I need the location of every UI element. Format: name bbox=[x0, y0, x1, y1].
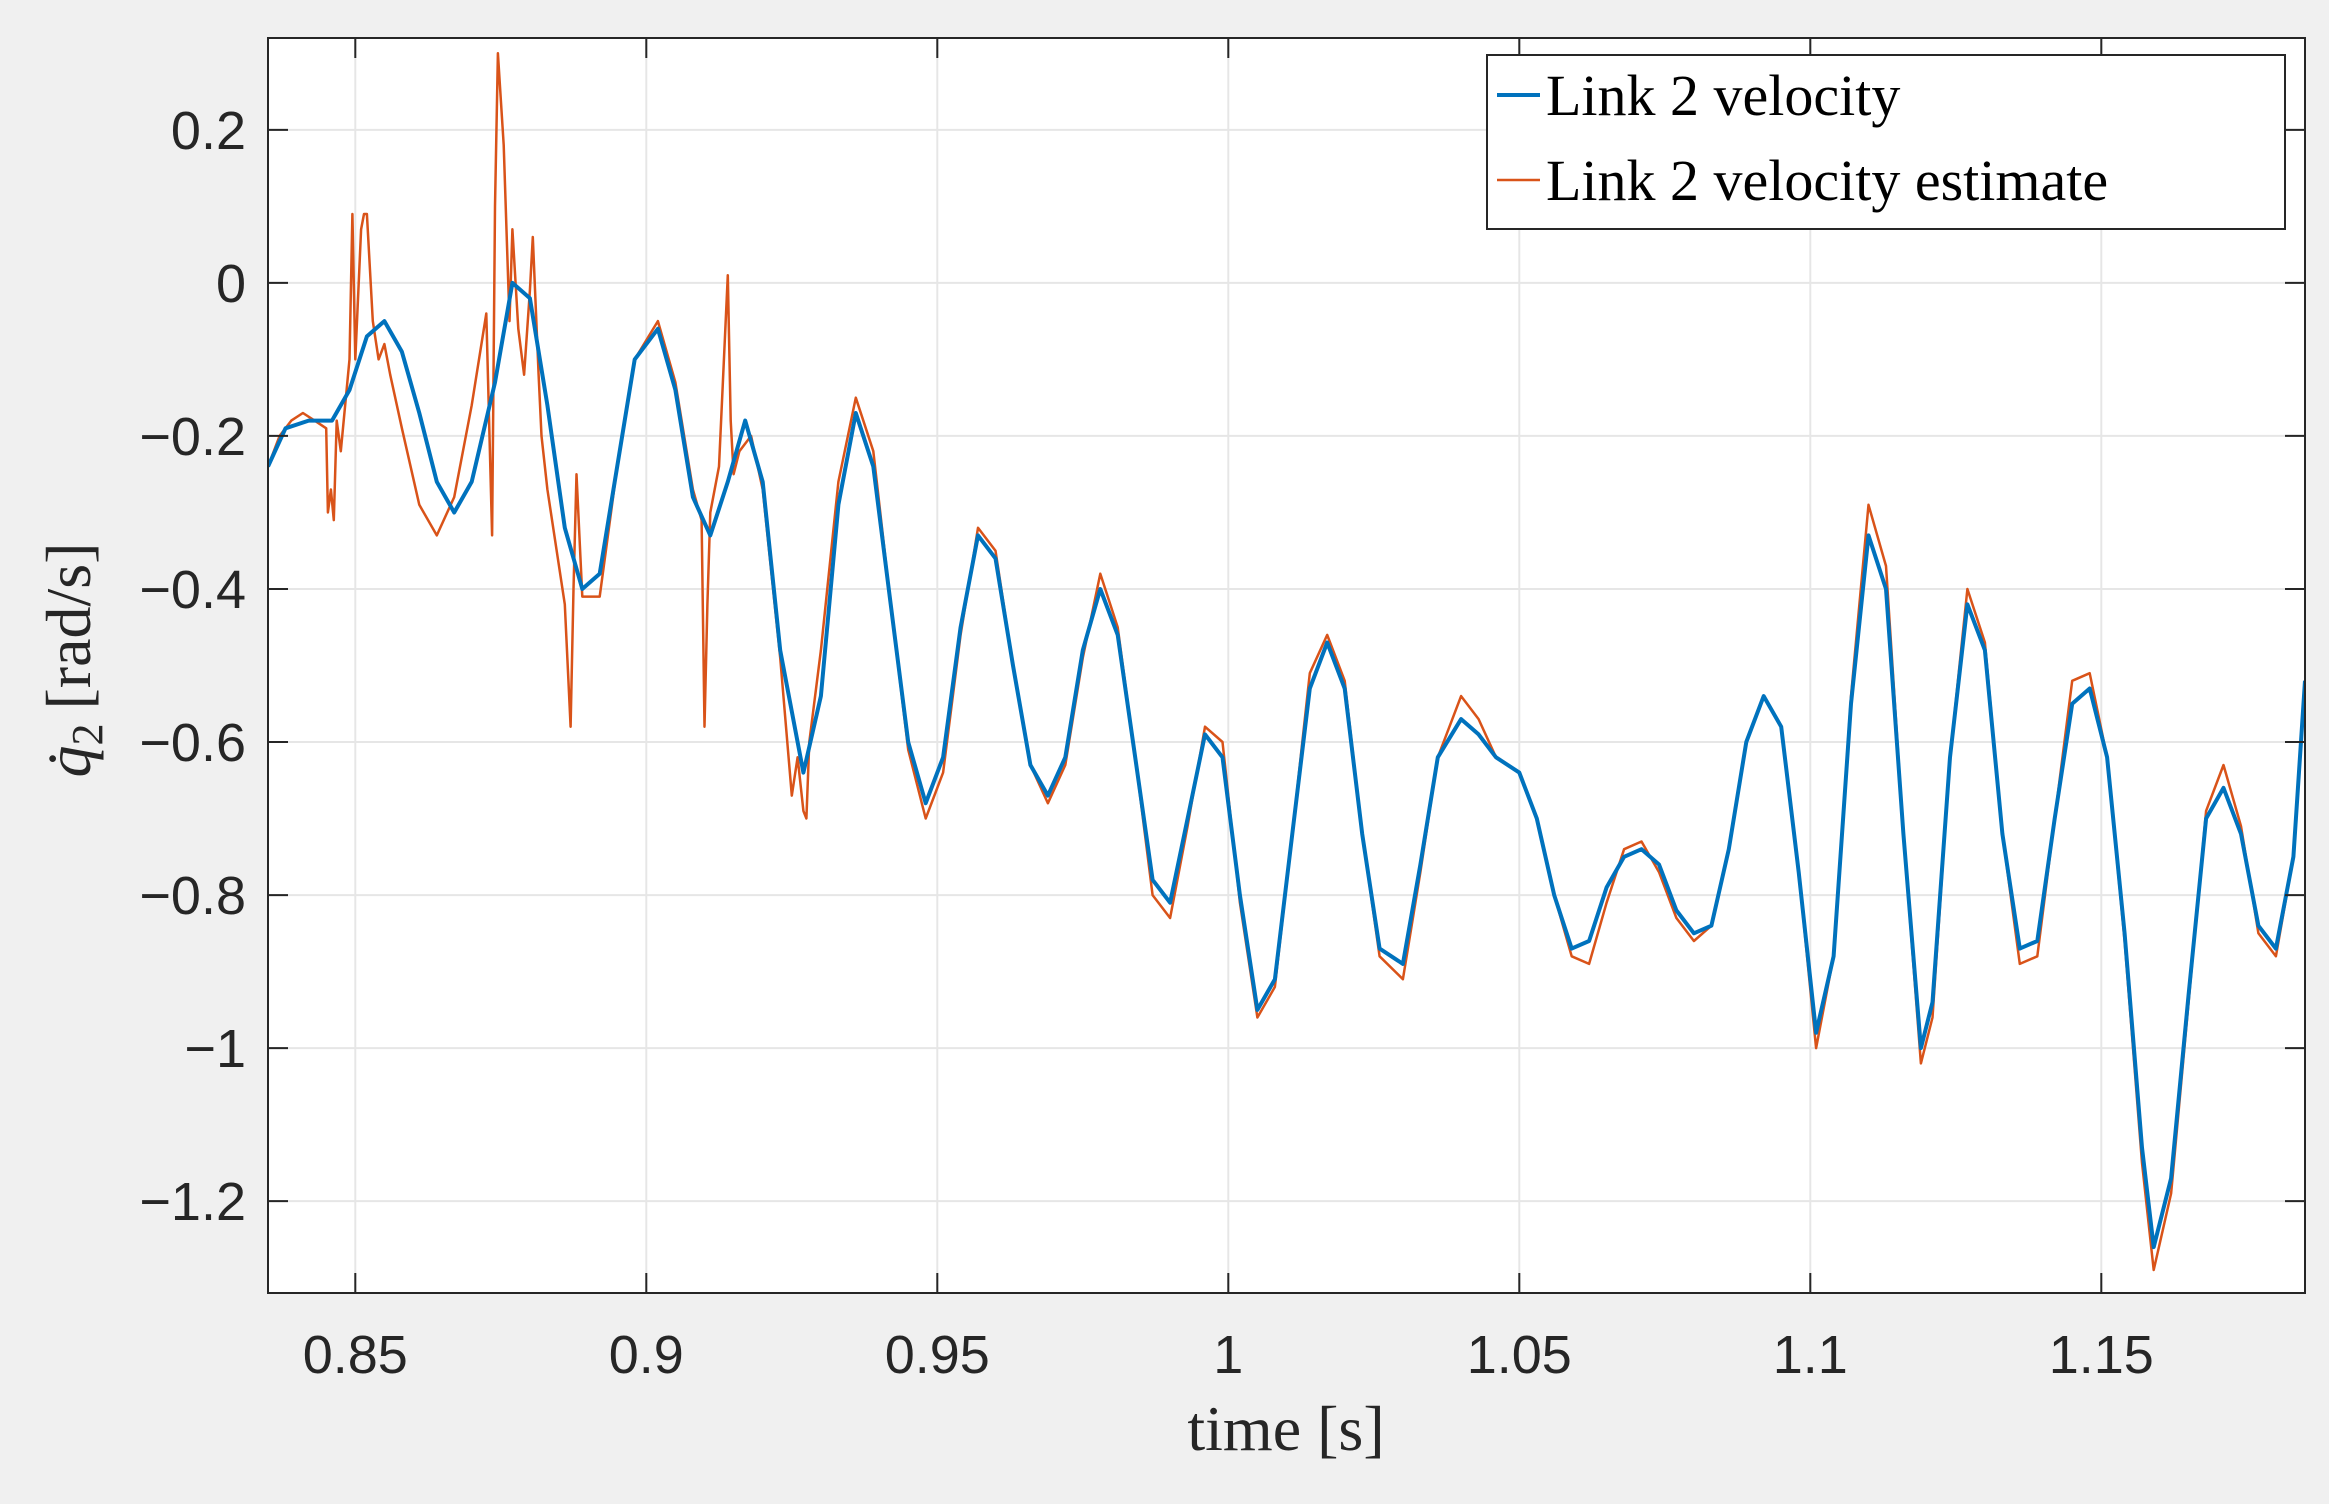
y-tick-label: −0.2 bbox=[139, 407, 246, 467]
x-tick-label: 0.85 bbox=[303, 1325, 408, 1385]
x-axis-ticks: 0.85 0.9 0.95 1 1.05 1.1 1.15 bbox=[303, 38, 2154, 1385]
y-axis-label-unit: [rad/s] bbox=[33, 542, 104, 709]
y-tick-label: 0 bbox=[216, 254, 246, 314]
y-tick-label: −1.2 bbox=[139, 1172, 246, 1232]
y-tick-label: −0.4 bbox=[139, 560, 246, 620]
y-axis-ticks: 0.2 0 −0.2 −0.4 −0.6 −0.8 −1 −1.2 bbox=[139, 101, 2305, 1232]
y-axis-label-subscript: 2 bbox=[63, 724, 112, 746]
y-tick-label: −0.8 bbox=[139, 866, 246, 926]
y-tick-label: 0.2 bbox=[171, 101, 246, 161]
x-tick-label: 1.15 bbox=[2049, 1325, 2154, 1385]
legend: Link 2 velocity Link 2 velocity estimate bbox=[1486, 54, 2286, 230]
plot-area-border bbox=[267, 37, 2306, 1294]
y-axis-label-symbol: q̇ bbox=[33, 746, 104, 778]
svg-text:q̇2[rad/s]: q̇2 [rad/s] bbox=[33, 542, 112, 777]
y-tick-label: −1 bbox=[184, 1019, 246, 1079]
y-axis-label: q̇2 [rad/s] bbox=[33, 542, 112, 777]
x-tick-label: 1.05 bbox=[1467, 1325, 1572, 1385]
x-tick-label: 0.9 bbox=[609, 1325, 684, 1385]
plot-area-background bbox=[268, 38, 2305, 1293]
legend-label-link-2-velocity: Link 2 velocity bbox=[1546, 63, 1900, 128]
legend-box bbox=[1486, 54, 2286, 230]
series-line-link-2-velocity bbox=[268, 280, 2305, 1250]
x-tick-label: 1 bbox=[1213, 1325, 1243, 1385]
x-tick-label: 1.1 bbox=[1773, 1325, 1848, 1385]
data-series bbox=[268, 52, 2305, 1272]
x-axis-label: time [s] bbox=[1187, 1393, 1384, 1464]
x-tick-label: 0.95 bbox=[885, 1325, 990, 1385]
y-tick-label: −0.6 bbox=[139, 713, 246, 773]
legend-label-link-2-velocity-estimate: Link 2 velocity estimate bbox=[1546, 148, 2108, 213]
